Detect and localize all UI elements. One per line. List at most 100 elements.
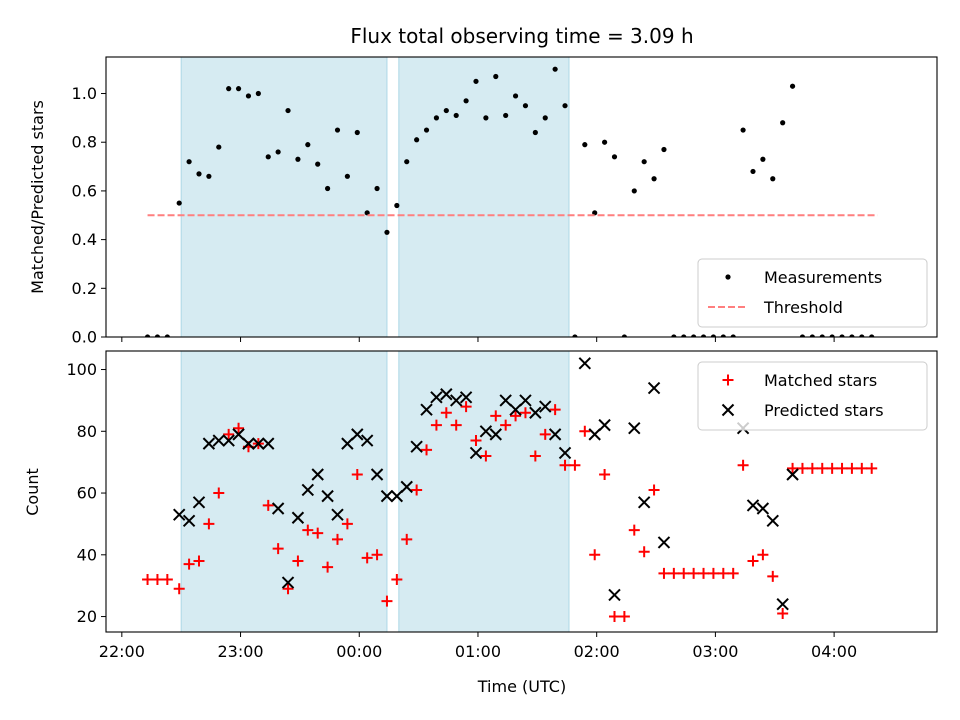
predicted-stars-marker bbox=[370, 468, 384, 481]
matched-stars-marker bbox=[262, 499, 274, 511]
measurement-point bbox=[552, 66, 558, 72]
predicted-stars-marker bbox=[390, 489, 404, 503]
x-tick: 22:00 bbox=[99, 632, 145, 661]
predicted-stars-marker bbox=[548, 428, 562, 441]
matched-stars-marker bbox=[747, 555, 759, 567]
x-tick-label: 22:00 bbox=[99, 642, 145, 661]
measurement-point bbox=[364, 210, 370, 216]
matched-stars-marker bbox=[767, 570, 779, 582]
bottom-y-axis-label: Count bbox=[23, 468, 42, 516]
legend-box bbox=[697, 361, 928, 431]
matched-stars-marker bbox=[727, 567, 739, 579]
predicted-stars-marker bbox=[529, 406, 542, 419]
observing-window-band bbox=[180, 351, 388, 632]
matched-stars-marker bbox=[618, 611, 630, 623]
predicted-stars-marker bbox=[786, 468, 799, 481]
predicted-stars-marker bbox=[469, 446, 483, 460]
measurement-point bbox=[404, 159, 410, 165]
measurement-point bbox=[285, 107, 291, 114]
measurement-point bbox=[265, 154, 271, 160]
matched-stars-marker bbox=[678, 567, 690, 579]
predicted-stars-marker bbox=[598, 418, 611, 432]
measurement-point bbox=[869, 334, 875, 337]
measurement-point bbox=[325, 185, 331, 192]
matched-stars-marker bbox=[529, 450, 541, 462]
measurement-point bbox=[760, 156, 766, 162]
measurement-point bbox=[562, 103, 568, 109]
measurement-point bbox=[770, 176, 776, 182]
measurement-point bbox=[196, 171, 202, 177]
measurement-point bbox=[443, 107, 449, 114]
measurement-point bbox=[164, 334, 170, 337]
y-tick-label: 1.0 bbox=[72, 84, 97, 103]
measurement-point bbox=[295, 156, 301, 162]
matched-stars-marker bbox=[450, 419, 462, 431]
measurement-point bbox=[710, 334, 717, 337]
x-tick-label: 03:00 bbox=[692, 642, 738, 661]
x-tick-label: 01:00 bbox=[455, 642, 501, 661]
measurement-point bbox=[186, 159, 192, 165]
top-panel: 0.0 0.2 0.4 0.6 0.8 1.0 Measurements Threshold bbox=[72, 56, 938, 347]
predicted-stars-marker bbox=[459, 391, 473, 404]
measurement-point bbox=[226, 86, 232, 92]
x-tick: 02:00 bbox=[574, 632, 620, 661]
predicted-stars-marker bbox=[331, 508, 344, 521]
predicted-stars-marker bbox=[252, 437, 265, 450]
predicted-stars-marker bbox=[410, 440, 423, 453]
measurement-point bbox=[681, 334, 687, 337]
predicted-stars-marker bbox=[628, 421, 641, 435]
measurement-point bbox=[602, 139, 608, 145]
matched-stars-marker bbox=[302, 524, 314, 536]
plot-area bbox=[144, 57, 878, 337]
matched-stars-marker bbox=[519, 407, 531, 419]
measurement-point bbox=[849, 334, 855, 337]
predicted-stars-marker bbox=[558, 446, 572, 460]
y-tick: 80 bbox=[77, 422, 106, 441]
matched-stars-marker bbox=[371, 549, 383, 561]
matched-stars-marker bbox=[480, 450, 492, 462]
x-tick-label: 23:00 bbox=[217, 642, 263, 661]
measurement-point bbox=[503, 112, 509, 119]
y-tick-label: 40 bbox=[77, 545, 97, 564]
matched-stars-marker bbox=[579, 425, 591, 437]
measurement-point bbox=[144, 334, 151, 337]
legend-item: Measurements bbox=[725, 268, 882, 287]
predicted-stars-marker bbox=[420, 403, 433, 416]
y-tick: 20 bbox=[77, 607, 106, 626]
matched-stars-marker bbox=[796, 462, 808, 474]
matched-stars-marker bbox=[806, 462, 818, 474]
matched-stars-marker bbox=[787, 462, 799, 474]
predicted-stars-marker bbox=[776, 598, 789, 611]
measurement-point bbox=[216, 144, 222, 150]
matched-stars-marker bbox=[411, 484, 423, 496]
matched-stars-marker bbox=[421, 444, 433, 456]
matched-stars-marker bbox=[183, 558, 195, 570]
x-tick: 04:00 bbox=[811, 632, 857, 661]
measurement-point bbox=[493, 73, 499, 80]
matched-stars-marker bbox=[688, 567, 700, 579]
measurement-point bbox=[384, 229, 390, 235]
matched-stars-marker bbox=[233, 422, 245, 434]
predicted-stars-marker bbox=[440, 388, 453, 401]
measurement-point bbox=[245, 93, 252, 99]
matched-stars-marker bbox=[549, 404, 561, 416]
matched-stars-marker bbox=[312, 527, 324, 539]
matched-stars-marker bbox=[223, 428, 235, 440]
measurement-point bbox=[315, 161, 321, 167]
matched-stars-marker bbox=[460, 401, 472, 413]
measurement-point bbox=[750, 168, 756, 175]
predicted-stars-marker bbox=[192, 496, 206, 509]
predicted-stars-marker bbox=[301, 483, 315, 497]
matched-stars-marker bbox=[381, 595, 393, 607]
measurement-point bbox=[819, 334, 825, 337]
y-tick: 100 bbox=[66, 360, 106, 379]
matched-stars-marker bbox=[151, 574, 163, 586]
legend: Measurements Threshold bbox=[697, 258, 928, 328]
legend-label: Measurements bbox=[764, 268, 882, 287]
measurement-point bbox=[453, 112, 459, 119]
matched-stars-marker bbox=[866, 462, 878, 474]
y-tick-label: 80 bbox=[77, 422, 97, 441]
predicted-stars-marker bbox=[271, 502, 285, 515]
measurement-point bbox=[463, 98, 469, 104]
x-tick: 03:00 bbox=[692, 632, 738, 661]
